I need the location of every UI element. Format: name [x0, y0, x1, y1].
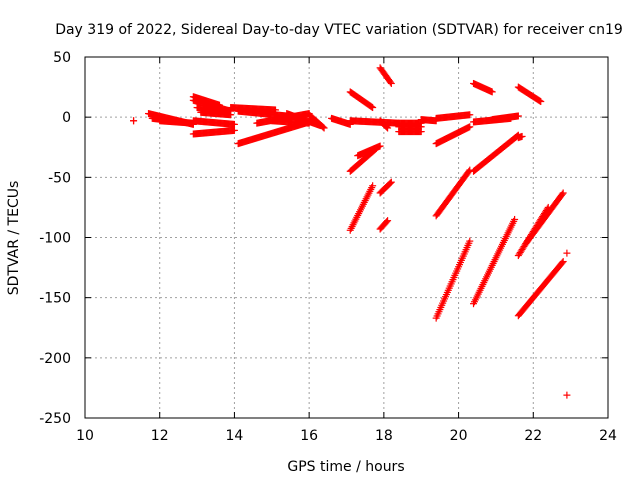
data-point [466, 123, 474, 131]
data-point [563, 391, 571, 399]
data-point [383, 123, 391, 131]
data-point [514, 112, 522, 120]
data-point [368, 103, 376, 111]
data-point [518, 132, 526, 140]
data-point [384, 217, 392, 225]
x-tick-label: 10 [76, 428, 94, 444]
x-tick-labels: 10 12 14 16 18 20 22 24 [76, 428, 617, 444]
data-point [387, 178, 395, 186]
data-point [230, 126, 238, 134]
x-tick-label: 24 [599, 428, 617, 444]
data-point [537, 98, 545, 106]
data-point [563, 249, 571, 257]
x-tick-label: 16 [300, 428, 318, 444]
x-tick-label: 22 [524, 428, 542, 444]
data-point [319, 123, 327, 131]
x-tick-label: 12 [151, 428, 169, 444]
data-point [227, 111, 235, 119]
data-point [511, 215, 519, 223]
data-point [536, 97, 544, 105]
y-tick-label: -50 [48, 170, 71, 186]
data-point [230, 120, 238, 128]
y-tick-label: 0 [62, 110, 71, 126]
x-tick-label: 18 [375, 428, 393, 444]
x-tick-label: 20 [450, 428, 468, 444]
plot-frame [84, 56, 609, 419]
data-point [369, 104, 377, 112]
data-point [376, 142, 384, 150]
y-tick-label: -200 [39, 351, 71, 367]
data-point [558, 259, 566, 267]
data-point [417, 128, 425, 136]
y-tick-label: 50 [53, 50, 71, 66]
data-point [466, 111, 474, 119]
x-tick-label: 14 [226, 428, 244, 444]
data-points [130, 64, 571, 399]
x-axis-label: GPS time / hours [287, 459, 404, 475]
data-point [387, 79, 395, 87]
data-point [369, 182, 377, 190]
data-point [386, 179, 394, 187]
y-tick-label: -100 [39, 231, 71, 247]
data-point [383, 218, 391, 226]
data-point [558, 190, 566, 198]
data-point [559, 189, 567, 197]
data-point [384, 124, 392, 132]
y-tick-label: -150 [39, 291, 71, 307]
data-point [559, 258, 567, 266]
y-axis-label: SDTVAR / TECUs [6, 181, 22, 296]
data-point [320, 124, 328, 132]
data-point [488, 88, 496, 96]
data-point [386, 78, 394, 86]
chart-title: Day 319 of 2022, Sidereal Day-to-day VTE… [55, 22, 623, 38]
y-tick-labels: 50 0 -50 -100 -150 -200 -250 [39, 50, 71, 427]
data-point [466, 237, 474, 245]
y-tick-label: -250 [39, 411, 71, 427]
data-point [130, 117, 138, 125]
